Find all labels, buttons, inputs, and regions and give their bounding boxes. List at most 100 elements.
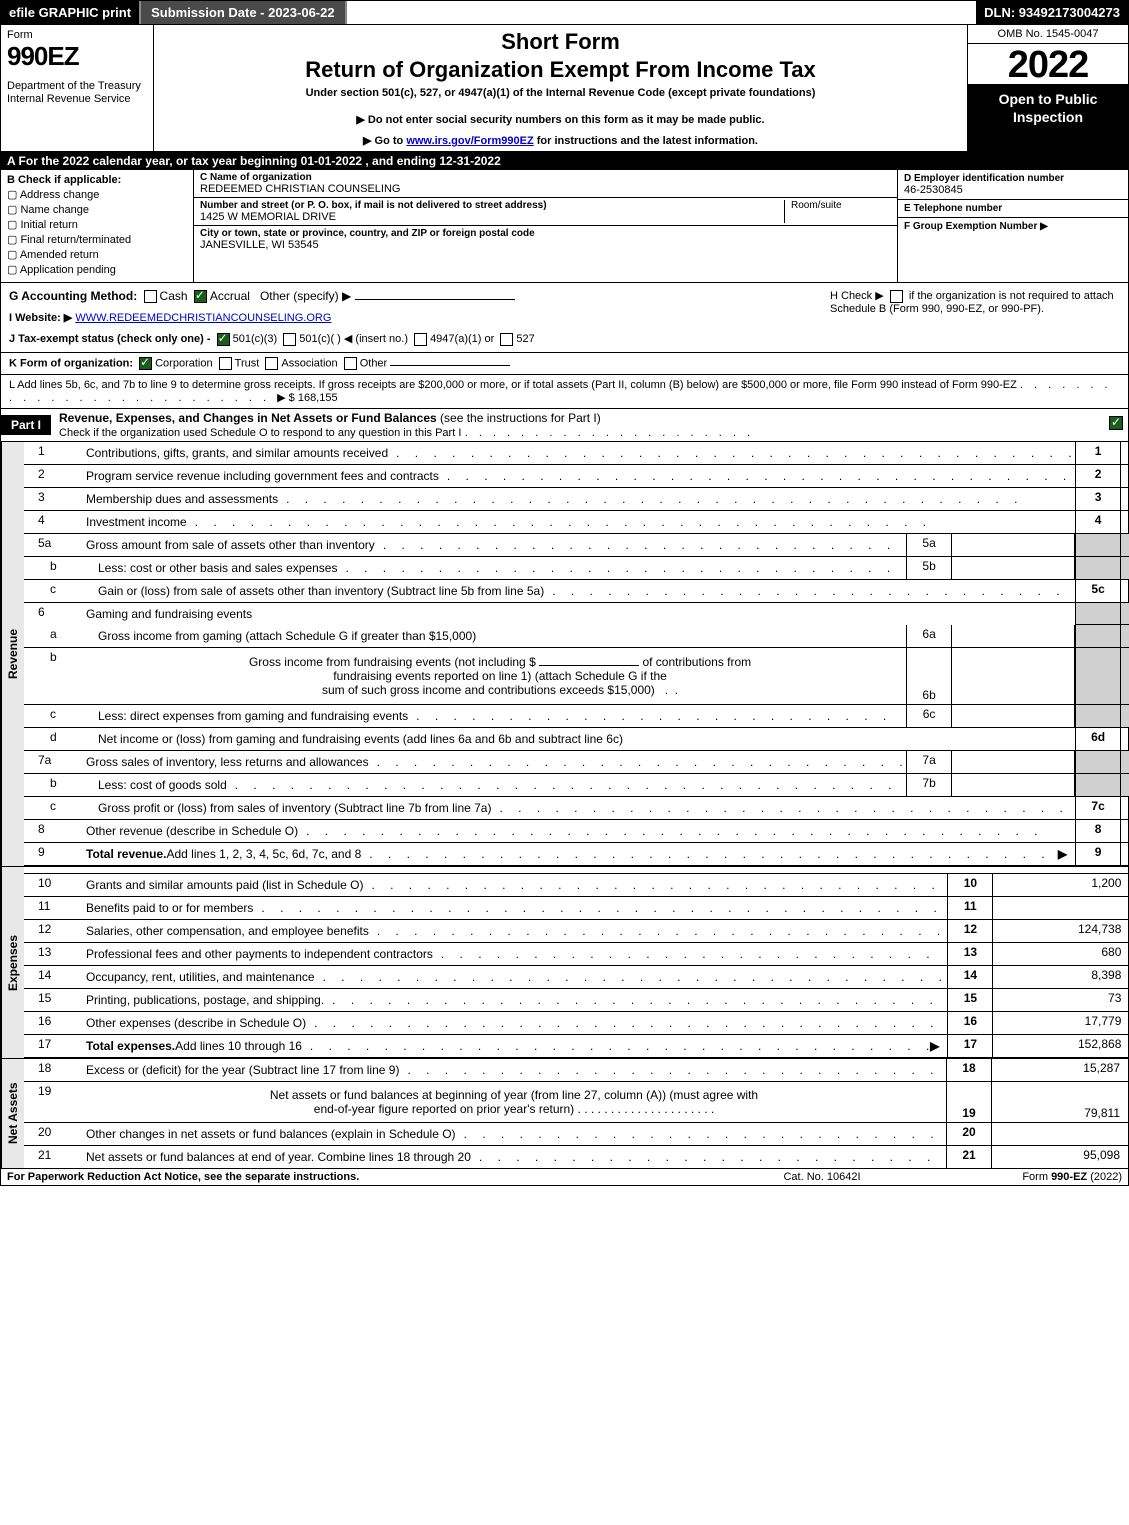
chk-cash[interactable]: [144, 290, 157, 303]
line-5a-midval: [952, 534, 1075, 556]
footer-center: Cat. No. 10642I: [722, 1171, 922, 1183]
line-16: 16 Other expenses (describe in Schedule …: [24, 1012, 1129, 1035]
line-21-desc: Net assets or fund balances at end of ye…: [86, 1150, 471, 1164]
line-6b-midval: [952, 648, 1075, 704]
line-2-num: 2: [24, 465, 82, 487]
line-6c-midval: [952, 705, 1075, 727]
footer-right-pre: Form: [1022, 1171, 1051, 1183]
ein-row: D Employer identification number 46-2530…: [898, 170, 1128, 200]
line-8: 8 Other revenue (describe in Schedule O)…: [24, 820, 1129, 843]
ein-label: D Employer identification number: [904, 173, 1122, 184]
chk-application-pending[interactable]: Application pending: [7, 263, 187, 276]
group-exemption-label: F Group Exemption Number ▶: [904, 221, 1122, 232]
line-6b-rnum: [1075, 648, 1120, 704]
department-label: Department of the Treasury Internal Reve…: [7, 80, 147, 105]
chk-final-return[interactable]: Final return/terminated: [7, 233, 187, 246]
efile-label[interactable]: efile GRAPHIC print: [1, 1, 139, 24]
line-6b-desc3: sum of such gross income and contributio…: [322, 683, 655, 697]
line-20-desc: Other changes in net assets or fund bala…: [86, 1127, 456, 1141]
chk-trust[interactable]: [219, 357, 232, 370]
chk-4947[interactable]: [414, 333, 427, 346]
chk-other-org[interactable]: [344, 357, 357, 370]
line-5c-value: [1120, 580, 1129, 602]
line-13-value: 680: [992, 943, 1129, 965]
501c-label: 501(c)( ) ◀ (insert no.): [299, 333, 408, 345]
line-9-desc-rest: Add lines 1, 2, 3, 4, 5c, 6d, 7c, and 8: [166, 847, 361, 861]
line-7a-midval: [952, 751, 1075, 773]
line-6b: b Gross income from fundraising events (…: [24, 648, 1129, 705]
line-12: 12 Salaries, other compensation, and emp…: [24, 920, 1129, 943]
line-8-num: 8: [24, 820, 82, 842]
line-18-num: 18: [24, 1059, 82, 1081]
line-12-rnum: 12: [947, 920, 992, 942]
revenue-sidelabel: Revenue: [1, 442, 24, 866]
line-10-num: 10: [24, 874, 82, 896]
i-label: I Website: ▶: [9, 312, 72, 324]
line-18: 18 Excess or (deficit) for the year (Sub…: [24, 1059, 1128, 1082]
website-link[interactable]: WWW.REDEEMEDCHRISTIANCOUNSELING.ORG: [75, 312, 331, 324]
chk-501c[interactable]: [283, 333, 296, 346]
part1-header: Part I Revenue, Expenses, and Changes in…: [0, 409, 1129, 442]
part1-dots: . . . . . . . . . . . . . . . . . . . . …: [465, 427, 754, 439]
footer-left: For Paperwork Reduction Act Notice, see …: [7, 1171, 722, 1183]
line-15-num: 15: [24, 989, 82, 1011]
note2-post: for instructions and the latest informat…: [534, 135, 758, 147]
line-14-num: 14: [24, 966, 82, 988]
city-row: City or town, state or province, country…: [194, 226, 897, 253]
schedule-o-check[interactable]: [1104, 416, 1128, 433]
k-label: K Form of organization:: [9, 357, 133, 369]
org-name-label: C Name of organization: [200, 172, 891, 183]
chk-address-change[interactable]: Address change: [7, 188, 187, 201]
line-6b-num: b: [24, 648, 94, 704]
line-10-value: 1,200: [992, 874, 1129, 896]
chk-amended-return[interactable]: Amended return: [7, 248, 187, 261]
line-20: 20 Other changes in net assets or fund b…: [24, 1123, 1128, 1146]
line-10-desc: Grants and similar amounts paid (list in…: [86, 878, 363, 892]
city-value: JANESVILLE, WI 53545: [200, 239, 891, 251]
line-4-num: 4: [24, 511, 82, 533]
assoc-label: Association: [281, 357, 337, 369]
line-16-value: 17,779: [992, 1012, 1129, 1034]
chk-initial-return[interactable]: Initial return: [7, 218, 187, 231]
form-number: 990EZ: [7, 41, 147, 72]
form-subtitle: Under section 501(c), 527, or 4947(a)(1)…: [162, 87, 959, 99]
short-form-title: Short Form: [162, 29, 959, 55]
line-4-desc: Investment income: [86, 515, 187, 529]
line-5c-desc: Gain or (loss) from sale of assets other…: [98, 584, 544, 598]
irs-link[interactable]: www.irs.gov/Form990EZ: [406, 135, 533, 147]
line-12-num: 12: [24, 920, 82, 942]
4947-label: 4947(a)(1) or: [430, 333, 494, 345]
line-6a-desc: Gross income from gaming (attach Schedul…: [98, 629, 476, 643]
footer-right-post: (2022): [1087, 1171, 1122, 1183]
chk-schedule-b[interactable]: [890, 290, 903, 303]
chk-501c3[interactable]: [217, 333, 230, 346]
chk-association[interactable]: [265, 357, 278, 370]
line-2-value: 144,978: [1120, 465, 1129, 487]
chk-name-change[interactable]: Name change: [7, 203, 187, 216]
chk-accrual[interactable]: [194, 290, 207, 303]
line-19-num: 19: [24, 1082, 82, 1122]
line-6b-blank: [539, 665, 639, 666]
line-5a-num: 5a: [24, 534, 82, 556]
line-13-num: 13: [24, 943, 82, 965]
street-row: Number and street (or P. O. box, if mail…: [194, 198, 897, 226]
line-5b-rval: [1120, 557, 1129, 579]
line-7c-rnum: 7c: [1075, 797, 1120, 819]
line-12-value: 124,738: [992, 920, 1129, 942]
line-7c-value: [1120, 797, 1129, 819]
line-7a-mid: 7a: [906, 751, 952, 773]
chk-527[interactable]: [500, 333, 513, 346]
line-5b: b Less: cost or other basis and sales ex…: [24, 557, 1129, 580]
chk-corporation[interactable]: [139, 357, 152, 370]
dln-label: DLN: 93492173004273: [976, 1, 1128, 24]
city-label: City or town, state or province, country…: [200, 228, 891, 239]
line-7c-num: c: [24, 797, 94, 819]
line-5c-rnum: 5c: [1075, 580, 1120, 602]
line-7a: 7a Gross sales of inventory, less return…: [24, 751, 1129, 774]
line-6d-value: [1120, 728, 1129, 750]
line-21-value: 95,098: [991, 1146, 1128, 1168]
website-row: I Website: ▶ WWW.REDEEMEDCHRISTIANCOUNSE…: [9, 311, 830, 324]
line-3-desc: Membership dues and assessments: [86, 492, 278, 506]
line-17: 17 Total expenses. Add lines 10 through …: [24, 1035, 1129, 1058]
line-5a-desc: Gross amount from sale of assets other t…: [86, 538, 375, 552]
